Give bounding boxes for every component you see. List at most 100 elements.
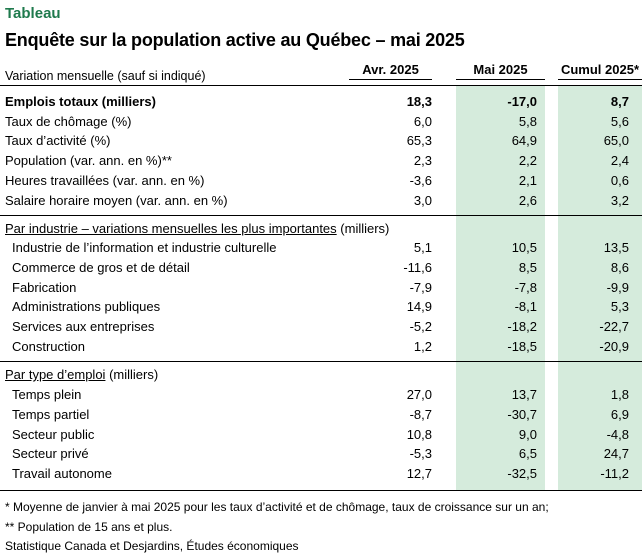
table-row: Secteur public 10,8 9,0 -4,8: [0, 425, 642, 445]
table-header: Variation mensuelle (sauf si indiqué) Av…: [0, 57, 642, 85]
cell-may: 9,0: [518, 426, 537, 442]
cell-cumul: 24,7: [603, 446, 629, 462]
table-row: Services aux entreprises -5,2 -18,2 -22,…: [0, 317, 642, 337]
cell-apr: 12,7: [406, 466, 432, 482]
cell-apr: -3,6: [409, 172, 432, 188]
table-row: Travail autonome 12,7 -32,5 -11,2: [0, 464, 642, 484]
cell-apr: 2,3: [413, 153, 432, 169]
cell-cumul: 1,8: [610, 387, 629, 402]
col-header-cumul: Cumul 2025*: [558, 62, 642, 80]
may-column-highlight: [456, 86, 545, 490]
row-label: Temps partiel: [12, 406, 90, 422]
col-header-apr: Avr. 2025: [349, 62, 432, 80]
cell-may: -7,8: [514, 279, 537, 295]
section-divider: [0, 215, 642, 216]
footnote-2: ** Population de 15 ans et plus.: [5, 520, 173, 534]
cell-may: 2,2: [518, 153, 537, 169]
row-label: Travail autonome: [12, 466, 112, 482]
table-bottom-divider: [0, 490, 642, 491]
cell-apr: 6,0: [413, 113, 432, 129]
cell-may: -18,2: [507, 319, 537, 335]
table-title: Enquête sur la population active au Québ…: [5, 30, 465, 50]
cell-cumul: 3,2: [610, 192, 629, 208]
table-row: Fabrication -7,9 -7,8 -9,9: [0, 278, 642, 298]
cell-apr: 65,3: [406, 133, 432, 149]
table-row: Construction 1,2 -18,5 -20,9: [0, 337, 642, 357]
row-label: Taux d’activité (%): [5, 133, 111, 149]
cell-cumul: 5,3: [610, 299, 629, 315]
cell-may: 2,1: [518, 172, 537, 188]
cell-apr: 3,0: [413, 192, 432, 208]
cell-cumul: -4,8: [606, 426, 629, 442]
cell-apr: -7,9: [409, 279, 432, 295]
col-header-may: Mai 2025: [456, 62, 545, 80]
table-row: Secteur privé -5,3 6,5 24,7: [0, 444, 642, 464]
cell-cumul: -22,7: [599, 319, 629, 335]
cell-cumul: 13,5: [603, 240, 629, 255]
cell-cumul: -20,9: [599, 339, 629, 354]
table-kicker: Tableau: [5, 5, 61, 22]
cell-apr: 10,8: [406, 426, 432, 442]
table-row: Administrations publiques 14,9 -8,1 5,3: [0, 297, 642, 317]
table-row: Temps plein 27,0 13,7 1,8: [0, 385, 642, 405]
cell-may: 10,5: [511, 240, 537, 255]
row-label: Emplois totaux (milliers): [5, 94, 156, 109]
cell-cumul: -9,9: [606, 279, 629, 295]
cell-apr: -5,2: [409, 319, 432, 335]
cell-apr: 18,3: [406, 94, 432, 109]
table-row: Commerce de gros et de détail -11,6 8,5 …: [0, 258, 642, 278]
cell-cumul: 8,7: [610, 94, 629, 109]
cell-apr: -11,6: [403, 259, 432, 275]
cell-cumul: 0,6: [610, 172, 629, 188]
section-heading-type: Par type d’emploi (milliers): [5, 367, 159, 382]
row-label: Construction: [12, 339, 85, 354]
cell-cumul: 6,9: [610, 406, 629, 422]
cell-cumul: 65,0: [603, 133, 629, 149]
header-divider: [0, 85, 642, 86]
cell-apr: 1,2: [413, 339, 432, 354]
row-label: Fabrication: [12, 279, 77, 295]
section-divider: [0, 361, 642, 362]
row-label: Services aux entreprises: [12, 319, 155, 335]
row-label: Heures travaillées (var. ann. en %): [5, 172, 205, 188]
cell-apr: 5,1: [413, 240, 432, 255]
cell-cumul: 8,6: [610, 259, 629, 275]
cell-may: 6,5: [518, 446, 537, 462]
table-row: Salaire horaire moyen (var. ann. en %) 3…: [0, 191, 642, 211]
cell-may: -32,5: [507, 466, 537, 482]
cell-may: -18,5: [507, 339, 537, 354]
cell-cumul: -11,2: [600, 466, 629, 482]
row-label: Secteur privé: [12, 446, 89, 462]
row-label: Salaire horaire moyen (var. ann. en %): [5, 192, 228, 208]
footnote-1: * Moyenne de janvier à mai 2025 pour les…: [5, 500, 549, 514]
cell-may: 13,7: [511, 387, 537, 402]
cell-cumul: 2,4: [610, 153, 629, 169]
table-row: Emplois totaux (milliers) 18,3 -17,0 8,7: [0, 92, 642, 112]
cell-may: 64,9: [511, 133, 537, 149]
row-label: Administrations publiques: [12, 299, 161, 315]
section-heading-industry: Par industrie – variations mensuelles le…: [5, 221, 390, 236]
cell-apr: -8,7: [409, 406, 432, 422]
cell-may: -30,7: [507, 406, 537, 422]
cell-may: 8,5: [518, 259, 537, 275]
table-row: Temps partiel -8,7 -30,7 6,9: [0, 405, 642, 425]
cell-may: -8,1: [514, 299, 537, 315]
row-label: Taux de chômage (%): [5, 113, 132, 129]
source-note: Statistique Canada et Desjardins, Études…: [5, 539, 299, 553]
cell-apr: -5,3: [409, 446, 432, 462]
row-label: Secteur public: [12, 426, 95, 442]
row-label-header: Variation mensuelle (sauf si indiqué): [5, 69, 206, 83]
table-row: Taux de chômage (%) 6,0 5,8 5,6: [0, 112, 642, 132]
table-row: Taux d’activité (%) 65,3 64,9 65,0: [0, 131, 642, 151]
table-row: Population (var. ann. en %)** 2,3 2,2 2,…: [0, 151, 642, 171]
table-row: Heures travaillées (var. ann. en %) -3,6…: [0, 171, 642, 191]
cell-may: 5,8: [518, 113, 537, 129]
cell-apr: 14,9: [406, 299, 432, 315]
cumul-column-highlight: [558, 86, 642, 490]
cell-apr: 27,0: [406, 387, 432, 402]
cell-may: 2,6: [518, 192, 537, 208]
row-label: Commerce de gros et de détail: [12, 259, 190, 275]
row-label: Population (var. ann. en %)**: [5, 153, 172, 169]
row-label: Industrie de l’information et industrie …: [12, 240, 277, 255]
row-label: Temps plein: [12, 387, 82, 402]
